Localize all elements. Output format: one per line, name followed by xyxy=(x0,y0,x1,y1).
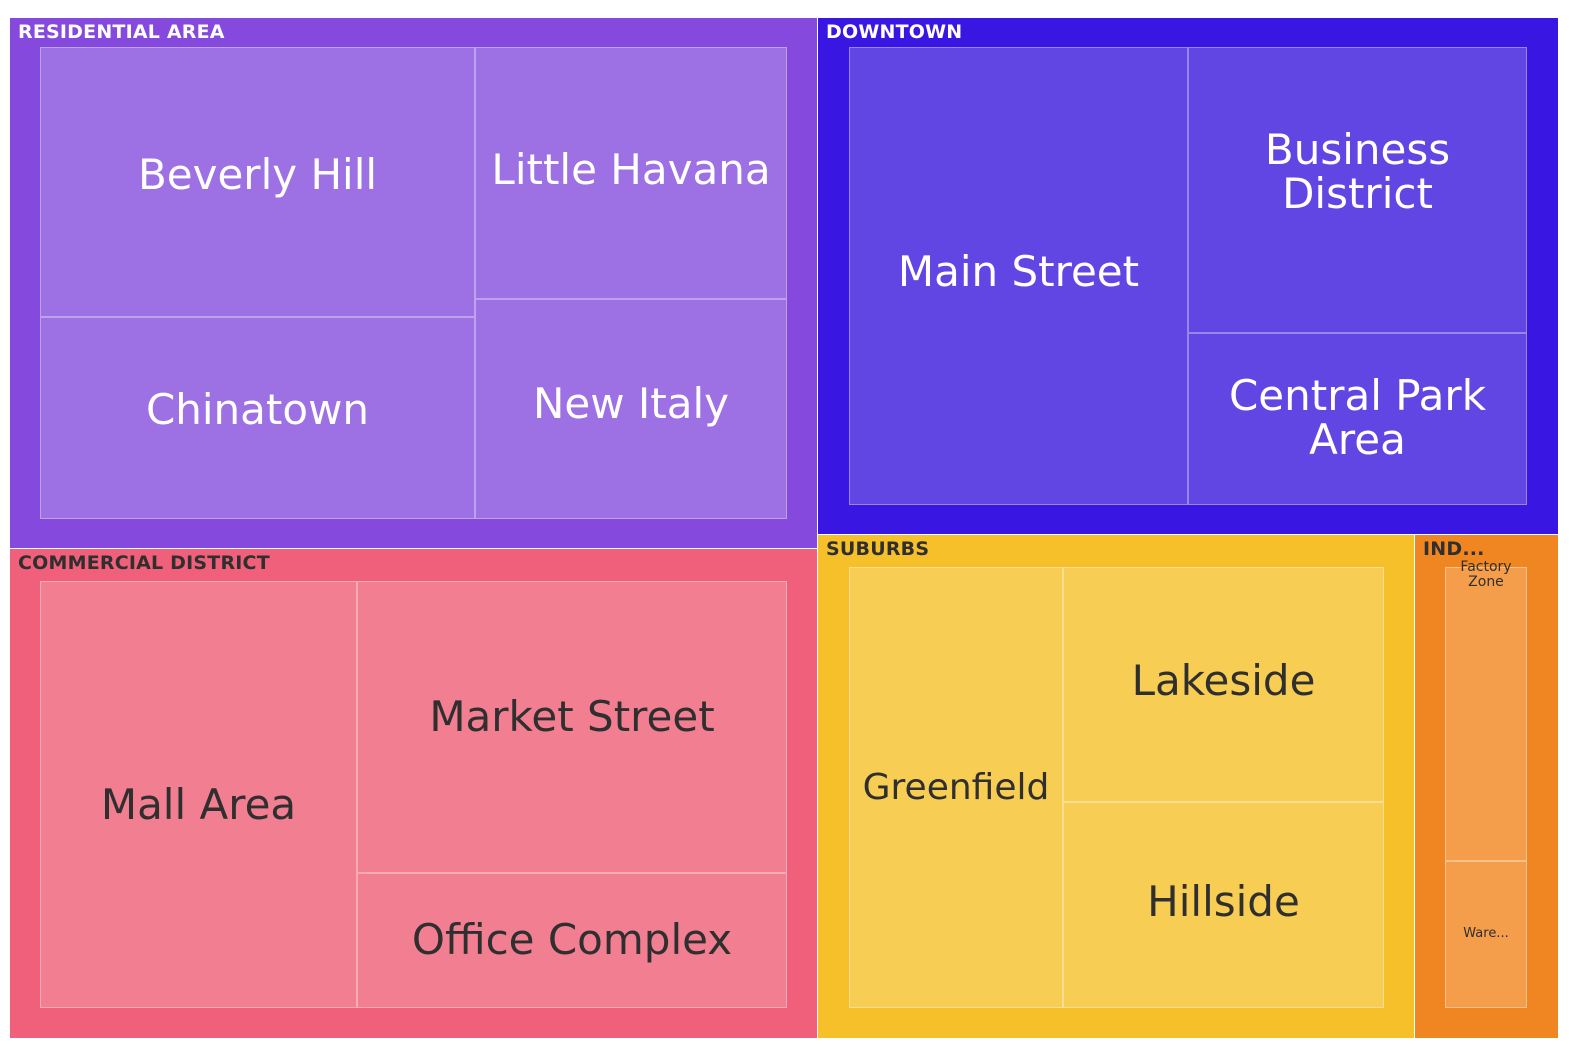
treemap-tile-beverly-hill[interactable]: Beverly Hill xyxy=(40,47,475,317)
treemap-tile-label: Factory Zone xyxy=(1460,559,1512,590)
treemap-group-title: DOWNTOWN xyxy=(826,21,963,43)
treemap-tile-label: Office Complex xyxy=(411,915,733,965)
treemap-tile-label: Central Park Area xyxy=(1228,370,1487,464)
treemap-tile-label: Business District xyxy=(1264,124,1451,218)
treemap-group-residential-area[interactable]: RESIDENTIAL AREA Beverly Hill Chinatown Lit… xyxy=(9,17,819,550)
treemap-group-commercial-district[interactable]: COMMERCIAL DISTRICT Mall Area Market Stree… xyxy=(9,548,819,1039)
treemap-tile-market-street[interactable]: Market Street xyxy=(357,581,787,873)
treemap-tile-label: New Italy xyxy=(532,378,730,428)
treemap-tile-label: Little Havana xyxy=(491,144,771,194)
treemap-group-title: COMMERCIAL DISTRICT xyxy=(18,552,270,574)
treemap-tile-new-italy[interactable]: New Italy xyxy=(475,299,787,519)
treemap-tile-hillside[interactable]: Hillside xyxy=(1063,802,1384,1008)
treemap-group-title: IND... xyxy=(1423,538,1485,560)
treemap-tile-main-street[interactable]: Main Street xyxy=(849,47,1188,505)
treemap-tile-lakeside[interactable]: Lakeside xyxy=(1063,567,1384,802)
treemap-tile-label: Chinatown xyxy=(145,384,370,434)
treemap-tile-office-complex[interactable]: Office Complex xyxy=(357,873,787,1008)
treemap-tile-central-park-area[interactable]: Central Park Area xyxy=(1188,333,1527,505)
treemap-tile-little-havana[interactable]: Little Havana xyxy=(475,47,787,299)
treemap-group-suburbs[interactable]: SUBURBS Greenfield Lakeside Hillside xyxy=(817,534,1416,1039)
treemap-tile-label: Market Street xyxy=(429,691,715,741)
treemap-tile-business-district[interactable]: Business District xyxy=(1188,47,1527,333)
treemap-tile-label: Beverly Hill xyxy=(137,149,378,199)
treemap-group-title: RESIDENTIAL AREA xyxy=(18,21,225,43)
treemap-tile-label: Hillside xyxy=(1147,876,1300,926)
treemap-tile-label: Ware... xyxy=(1463,925,1509,941)
treemap-tile-label: Mall Area xyxy=(100,780,297,830)
treemap-tile-label: Lakeside xyxy=(1131,656,1316,706)
treemap-group-downtown[interactable]: DOWNTOWN Main Street Business District Cent… xyxy=(817,17,1559,536)
treemap-tile-factory-zone[interactable]: Factory Zone xyxy=(1445,560,1527,861)
treemap-tile-ware[interactable]: Ware... xyxy=(1445,861,1527,1008)
treemap-tile-label: Greenfield xyxy=(862,766,1050,808)
treemap-tile-chinatown[interactable]: Chinatown xyxy=(40,317,475,519)
treemap-group-ind[interactable]: IND... Factory Zone Ware... xyxy=(1414,534,1559,1039)
treemap-group-title: SUBURBS xyxy=(826,538,930,560)
treemap-tile-greenfield[interactable]: Greenfield xyxy=(849,567,1063,1008)
treemap-tile-mall-area[interactable]: Mall Area xyxy=(40,581,357,1008)
treemap-tile-label: Main Street xyxy=(897,246,1140,296)
